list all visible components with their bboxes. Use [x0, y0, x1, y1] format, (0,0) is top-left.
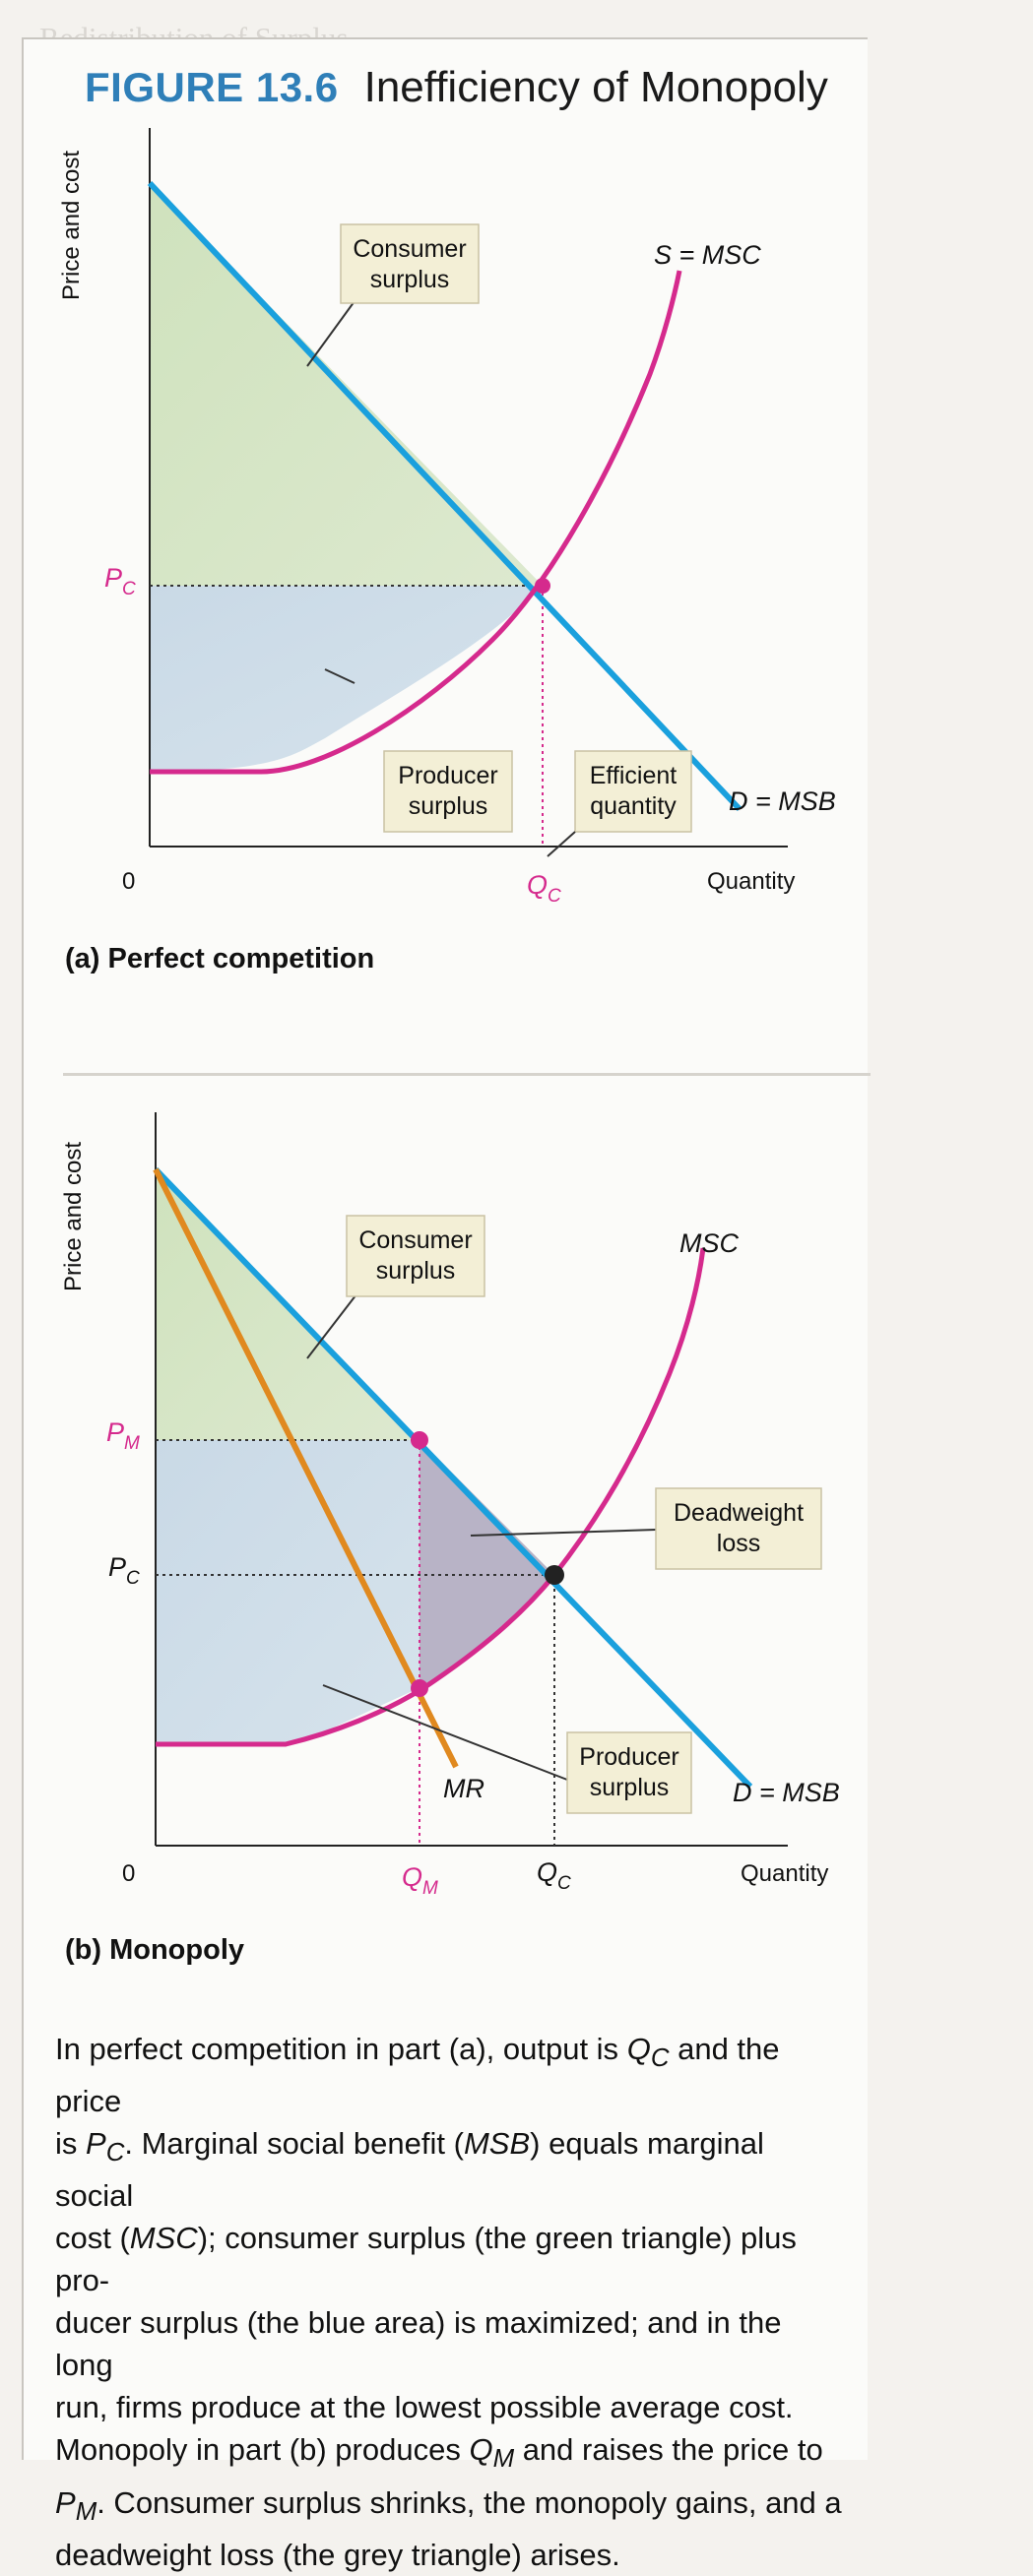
figure-title: Inefficiency of Monopoly: [363, 63, 828, 111]
panel-a-origin-label: 0: [122, 868, 135, 895]
figure-header: FIGURE 13.6 Inefficiency of Monopoly: [85, 63, 828, 112]
panel-b-demand-label: D = MSB: [733, 1778, 840, 1807]
panel-a-producer-surplus-box: [383, 750, 513, 833]
caption-text: ducer surplus (the blue area) is maximiz…: [55, 2305, 782, 2383]
diagrams-svg: Price and cost Quantity 0 PC QC S = MSC …: [58, 128, 840, 1966]
panel-b-deadweight-loss-box: [655, 1487, 822, 1570]
panel-b-mr-msc-intersection-point: [411, 1679, 428, 1697]
panel-divider: [63, 1073, 871, 1076]
caption-text: deadweight loss (the grey triangle) aris…: [55, 2537, 620, 2572]
panel-a-y-axis-label: Price and cost: [58, 151, 85, 300]
caption-text: is: [55, 2126, 86, 2162]
caption-text: cost (: [55, 2221, 130, 2256]
panel-b-deadweight-loss-label: Deadweight loss: [674, 1499, 804, 1557]
panel-b-deadweight-loss-area: [420, 1440, 554, 1688]
panel-a-supply-curve: [150, 270, 682, 775]
panel-b-consumer-surplus-label: Consumer surplus: [358, 1226, 472, 1285]
panel-b-diagram: Price and cost Quantity 0 PM PC QM QC MS…: [60, 1112, 840, 1966]
panel-a-producer-surplus-pointer: [324, 668, 355, 684]
panel-b-mr-curve: [153, 1167, 459, 1769]
panel-b-consumer-surplus-box: [346, 1215, 485, 1297]
panel-a-producer-surplus-label: Producer surplus: [398, 762, 497, 820]
caption-qm: QM: [469, 2432, 515, 2474]
caption-msb: MSB: [463, 2126, 531, 2162]
panel-a-consumer-surplus-box: [340, 223, 480, 304]
panel-a-consumer-surplus-label: Consumer surplus: [353, 235, 466, 293]
caption-msc: MSC: [129, 2221, 198, 2256]
panel-b-origin-label: 0: [122, 1860, 135, 1887]
caption-text: ) equals marginal social: [55, 2126, 764, 2214]
caption-text: ); consumer surplus (the green triangle)…: [55, 2221, 797, 2298]
panel-b-producer-surplus-pointer: [322, 1684, 568, 1781]
panel-a-supply-label: S = MSC: [654, 240, 761, 270]
caption-text: and the price: [55, 2032, 780, 2119]
panel-b-mr-label: MR: [443, 1774, 484, 1803]
panel-b-producer-surplus-label: Producer surplus: [579, 1743, 678, 1801]
panel-b-qm-label: QM: [402, 1862, 438, 1899]
panel-b-x-axis-label: Quantity: [741, 1860, 828, 1887]
caption-qc: QC: [626, 2032, 670, 2073]
caption-text: Monopoly in part (b) produces: [55, 2432, 470, 2468]
panel-b-consumer-surplus-pointer: [306, 1293, 357, 1359]
caption-pc: PC: [86, 2126, 125, 2168]
caption-text: run, firms produce at the lowest possibl…: [55, 2390, 794, 2425]
panel-a-demand-label: D = MSB: [729, 786, 836, 816]
panel-a-efficient-quantity-box: [574, 750, 692, 833]
panel-a-qc-label: QC: [527, 870, 561, 907]
panel-a-pc-label: PC: [104, 563, 136, 599]
panel-a-title: (a) Perfect competition: [65, 943, 374, 974]
panel-a-efficient-quantity-label: Efficient quantity: [590, 762, 678, 820]
panel-a-x-axis-label: Quantity: [707, 868, 795, 895]
panel-a-diagram: Price and cost Quantity 0 PC QC S = MSC …: [58, 128, 836, 974]
panel-b-demand-curve: [153, 1166, 753, 1790]
panel-b-qc-label: QC: [537, 1857, 571, 1894]
panel-a-efficient-quantity-pointer: [547, 831, 576, 857]
panel-a-equilibrium-point: [535, 578, 550, 594]
caption-text: . Consumer surplus shrinks, the monopoly…: [97, 2484, 842, 2520]
figure-number: FIGURE 13.6: [85, 64, 339, 110]
panel-b-efficient-point: [545, 1565, 564, 1585]
caption-text: and raises the price to: [514, 2432, 823, 2468]
caption-text: In perfect competition in part (a), outp…: [55, 2032, 627, 2066]
panel-b-pm-label: PM: [106, 1417, 140, 1454]
caption-text: . Marginal social benefit (: [124, 2126, 464, 2162]
panel-a-demand-curve: [147, 180, 742, 812]
panel-b-monopoly-price-point: [411, 1431, 428, 1449]
panel-b-producer-surplus-area: [156, 1440, 420, 1744]
panel-a-consumer-surplus-pointer: [306, 300, 355, 367]
panel-b-y-axis-label: Price and cost: [60, 1142, 87, 1291]
figure-caption: In perfect competition in part (a), outp…: [55, 2028, 843, 2576]
panel-b-producer-surplus-box: [566, 1731, 692, 1814]
panel-b-msc-label: MSC: [679, 1228, 740, 1258]
panel-b-pc-label: PC: [108, 1552, 140, 1589]
caption-pm: PM: [55, 2484, 97, 2526]
panel-b-title: (b) Monopoly: [65, 1934, 244, 1966]
panel-b-deadweight-loss-pointer: [470, 1529, 657, 1537]
